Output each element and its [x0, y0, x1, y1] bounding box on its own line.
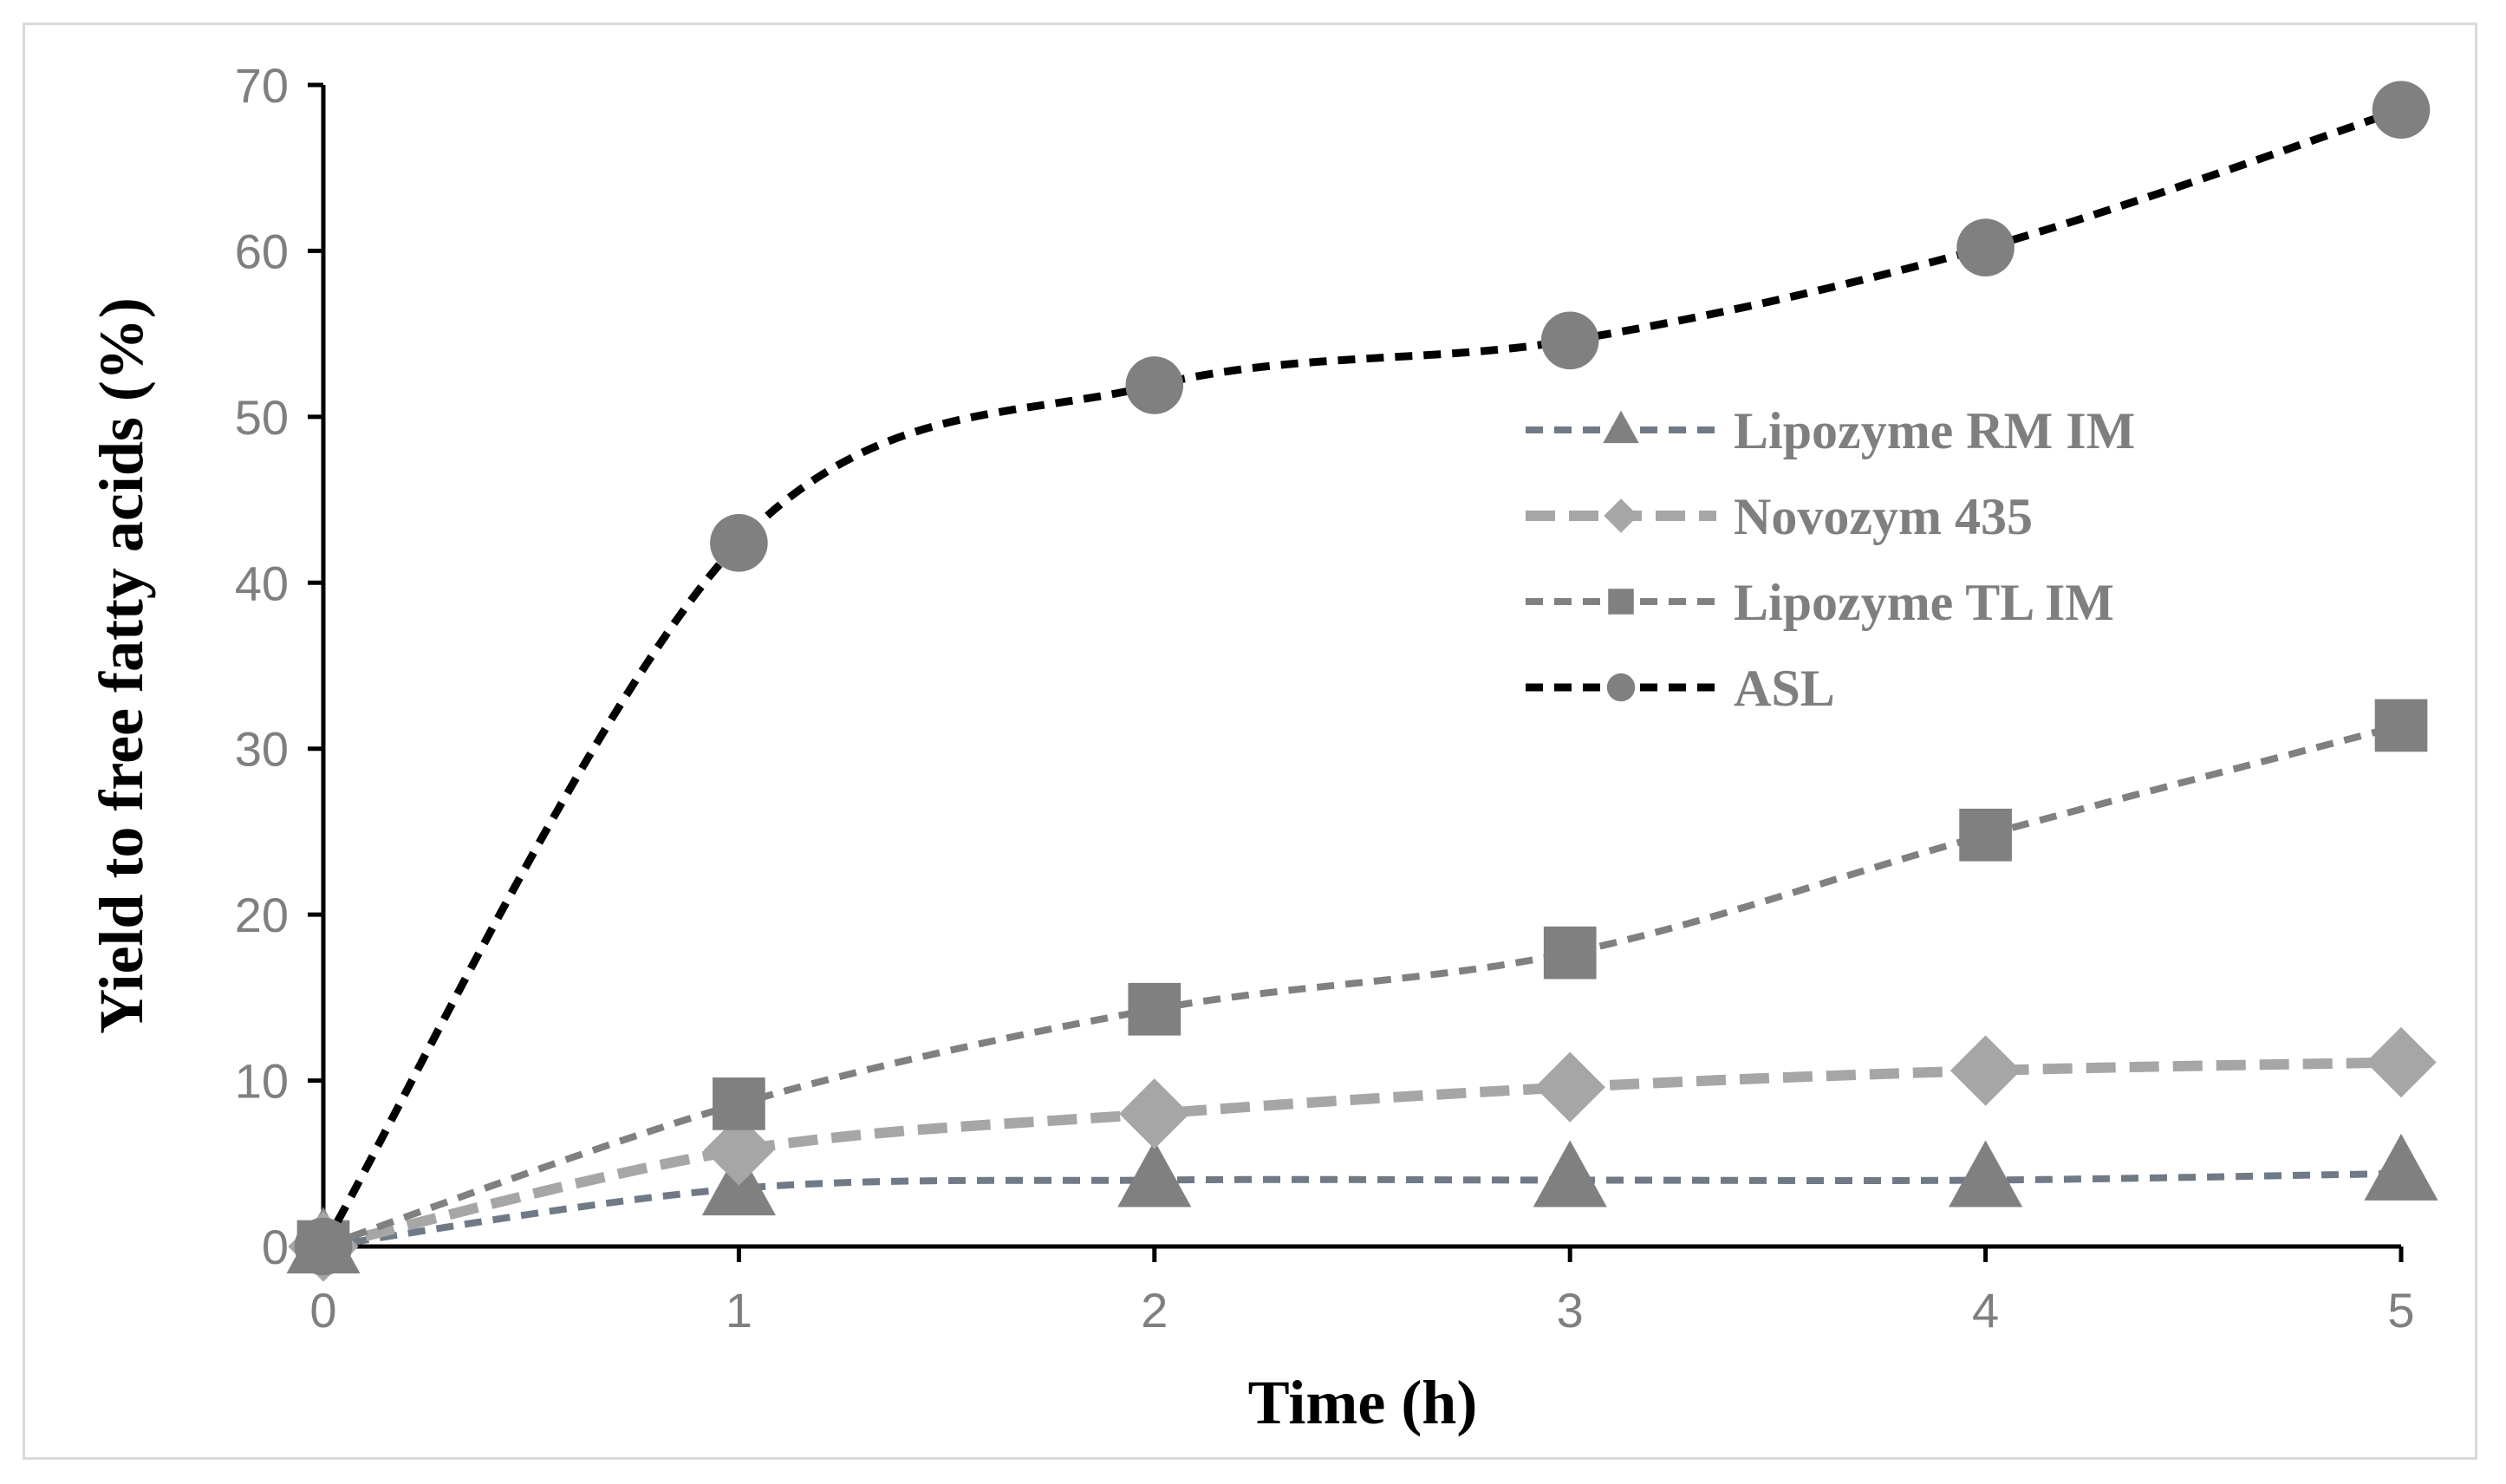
x-tick-label: 3 [1557, 1283, 1584, 1338]
y-tick-label: 50 [235, 390, 289, 445]
data-point-square [1543, 926, 1597, 980]
data-point-diamond [2366, 1026, 2437, 1098]
y-tick-label: 0 [262, 1220, 289, 1274]
ticks: 0 10 20 30 40 50 60 70 0 1 2 3 4 5 [235, 58, 2415, 1338]
axes [321, 85, 2401, 1249]
legend: Lipozyme RM IM Novozym 435 Lipozyme TL IM A… [1526, 402, 2135, 717]
data-point-triangle [1117, 1140, 1192, 1207]
y-tick-label: 30 [235, 722, 289, 777]
legend-label: Novozym 435 [1734, 488, 2033, 545]
data-point-diamond [1119, 1078, 1190, 1149]
data-point-triangle [1949, 1140, 2023, 1207]
legend-label: ASL [1734, 660, 1835, 717]
legend-item: Lipozyme TL IM [1526, 574, 2114, 631]
y-axis-title: Yield to free fatty acids (%) [87, 297, 156, 1034]
y-tick-label: 10 [235, 1054, 289, 1109]
series-line [322, 722, 2403, 1250]
y-tick-label: 40 [235, 556, 289, 610]
data-point-square [1128, 982, 1181, 1036]
legend-label: Lipozyme RM IM [1734, 402, 2135, 459]
data-point-circle [710, 514, 768, 572]
series-layer [286, 81, 2438, 1282]
data-point-circle [294, 1217, 353, 1276]
series-lipozyme-rm-im [286, 1133, 2438, 1274]
legend-item: ASL [1526, 660, 1835, 717]
y-tick-label: 20 [235, 888, 289, 942]
series-line [320, 106, 2403, 1249]
legend-marker-circle [1606, 673, 1636, 702]
data-point-triangle [2364, 1133, 2438, 1201]
x-axis-title: Time (h) [1248, 1368, 1478, 1437]
data-point-diamond [703, 1115, 775, 1186]
data-point-circle [1540, 311, 1599, 370]
legend-item: Novozym 435 [1526, 488, 2033, 545]
x-tick-label: 0 [309, 1283, 336, 1338]
legend-marker-square [1608, 589, 1634, 615]
data-point-triangle [1533, 1140, 1607, 1207]
data-point-circle [1125, 356, 1184, 414]
series-lipozyme-tl-im [296, 699, 2428, 1273]
x-tick-label: 1 [726, 1283, 752, 1338]
series-line [322, 1057, 2402, 1252]
data-point-diamond [1534, 1051, 1605, 1123]
x-tick-label: 5 [2387, 1283, 2414, 1338]
legend-label: Lipozyme TL IM [1734, 574, 2114, 631]
data-point-square [1959, 808, 2012, 862]
series-line [322, 1169, 2402, 1250]
legend-item: Lipozyme RM IM [1526, 402, 2135, 459]
x-tick-label: 4 [1972, 1283, 1999, 1338]
data-point-square [2374, 699, 2428, 752]
data-point-square [713, 1077, 765, 1130]
x-tick-label: 2 [1141, 1283, 1168, 1338]
legend-marker-diamond [1604, 498, 1638, 533]
data-point-circle [1956, 218, 2015, 277]
legend-marker-triangle [1603, 410, 1639, 444]
series-asl [294, 81, 2431, 1276]
data-point-circle [2372, 81, 2431, 140]
series-novozym-435 [288, 1026, 2437, 1282]
y-tick-label: 60 [235, 224, 289, 278]
data-point-diamond [1949, 1035, 2021, 1106]
y-tick-label: 70 [235, 58, 289, 113]
